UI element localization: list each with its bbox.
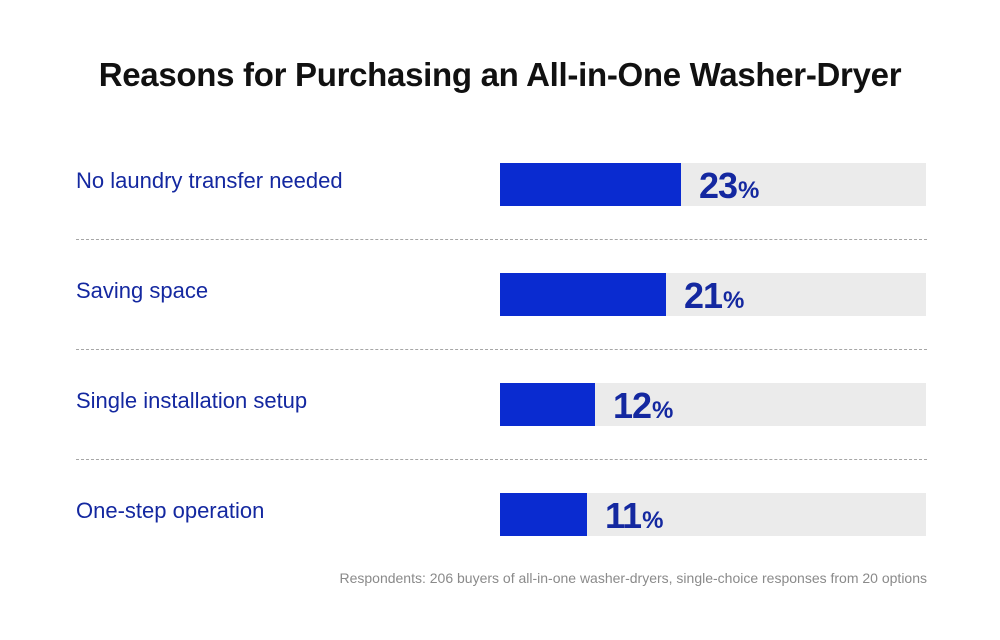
value-number: 21 <box>684 275 723 316</box>
bar <box>500 493 587 536</box>
bar <box>500 163 681 206</box>
bar <box>500 273 666 316</box>
value-label: 12% <box>613 383 673 426</box>
category-label: One-step operation <box>76 498 265 523</box>
footnote: Respondents: 206 buyers of all-in-one wa… <box>339 570 927 586</box>
bar <box>500 383 595 426</box>
category-label: Saving space <box>76 278 209 303</box>
category-label: No laundry transfer needed <box>76 168 343 193</box>
row-divider <box>76 349 927 350</box>
bar-row: Saving space 21% <box>76 240 927 350</box>
bar-track: 12% <box>500 383 926 426</box>
bar-row: Single installation setup 12% <box>76 350 927 460</box>
value-label: 21% <box>684 273 744 316</box>
bar-row: One-step operation 11% <box>76 460 927 570</box>
bar-track: 23% <box>500 163 926 206</box>
value-suffix: % <box>642 507 664 534</box>
value-number: 23 <box>699 165 738 206</box>
category-label: Single installation setup <box>76 388 308 413</box>
chart-title: Reasons for Purchasing an All-in-One Was… <box>98 56 902 93</box>
value-label: 11% <box>605 493 663 536</box>
bar-track: 11% <box>500 493 926 536</box>
row-divider <box>76 459 927 460</box>
value-suffix: % <box>738 177 760 204</box>
value-suffix: % <box>723 287 745 314</box>
bar-row: No laundry transfer needed 23% <box>76 130 927 240</box>
value-number: 12 <box>613 385 652 426</box>
value-label: 23% <box>699 163 759 206</box>
value-number: 11 <box>605 495 642 536</box>
bar-track: 21% <box>500 273 926 316</box>
bar-chart: No laundry transfer needed 23% Saving sp… <box>76 130 927 570</box>
row-divider <box>76 239 927 240</box>
value-suffix: % <box>652 397 674 424</box>
